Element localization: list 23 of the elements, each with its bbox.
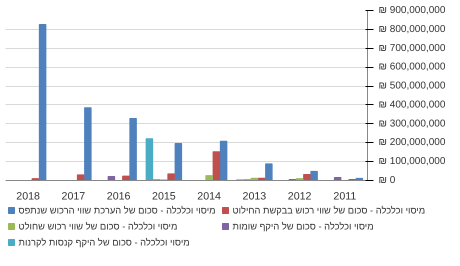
y-tick-label: ₪ 200,000,000: [378, 137, 446, 148]
x-tick-label: 2013: [242, 190, 266, 202]
x-tick-label: 2016: [106, 190, 131, 202]
x-tick-label: 2017: [62, 190, 86, 202]
x-tick-label: 2012: [288, 190, 312, 202]
y-tick-label: ₪ 300,000,000: [378, 118, 446, 130]
legend-label: מיסוי וכלכלה - סכום של שווי רכוש בבקשת החילוט: [232, 206, 426, 216]
x-tick-label: 2015: [152, 190, 176, 202]
x-tick-label: 2018: [16, 190, 40, 202]
legend-label: מיסוי וכלכלה - סכום של הערכת שווי הרכוש שנתפס: [18, 206, 216, 216]
x-tick-label: 2011: [333, 190, 356, 202]
y-tick-label: ₪ 600,000,000: [378, 62, 446, 73]
y-tick-label: ₪ 0: [378, 175, 396, 186]
legend-label: מיסוי וכלכלה - סכום של היקף קנסות לקרנות: [18, 238, 190, 248]
legend-label: מיסוי וכלכלה - סכום של היקף שומות: [232, 222, 374, 232]
y-tick-label: ₪ 900,000,000: [378, 5, 446, 16]
y-tick-label: ₪ 500,000,000: [378, 80, 446, 92]
y-tick-label: ₪ 700,000,000: [378, 42, 446, 54]
y-tick-label: ₪ 800,000,000: [378, 24, 446, 35]
x-tick-label: 2014: [197, 190, 222, 202]
y-tick-label: ₪ 400,000,000: [378, 99, 446, 110]
legend-label: מיסוי וכלכלה - סכום של שווי רכוש שחולט: [18, 222, 178, 232]
y-tick-label: ₪ 100,000,000: [378, 156, 446, 168]
